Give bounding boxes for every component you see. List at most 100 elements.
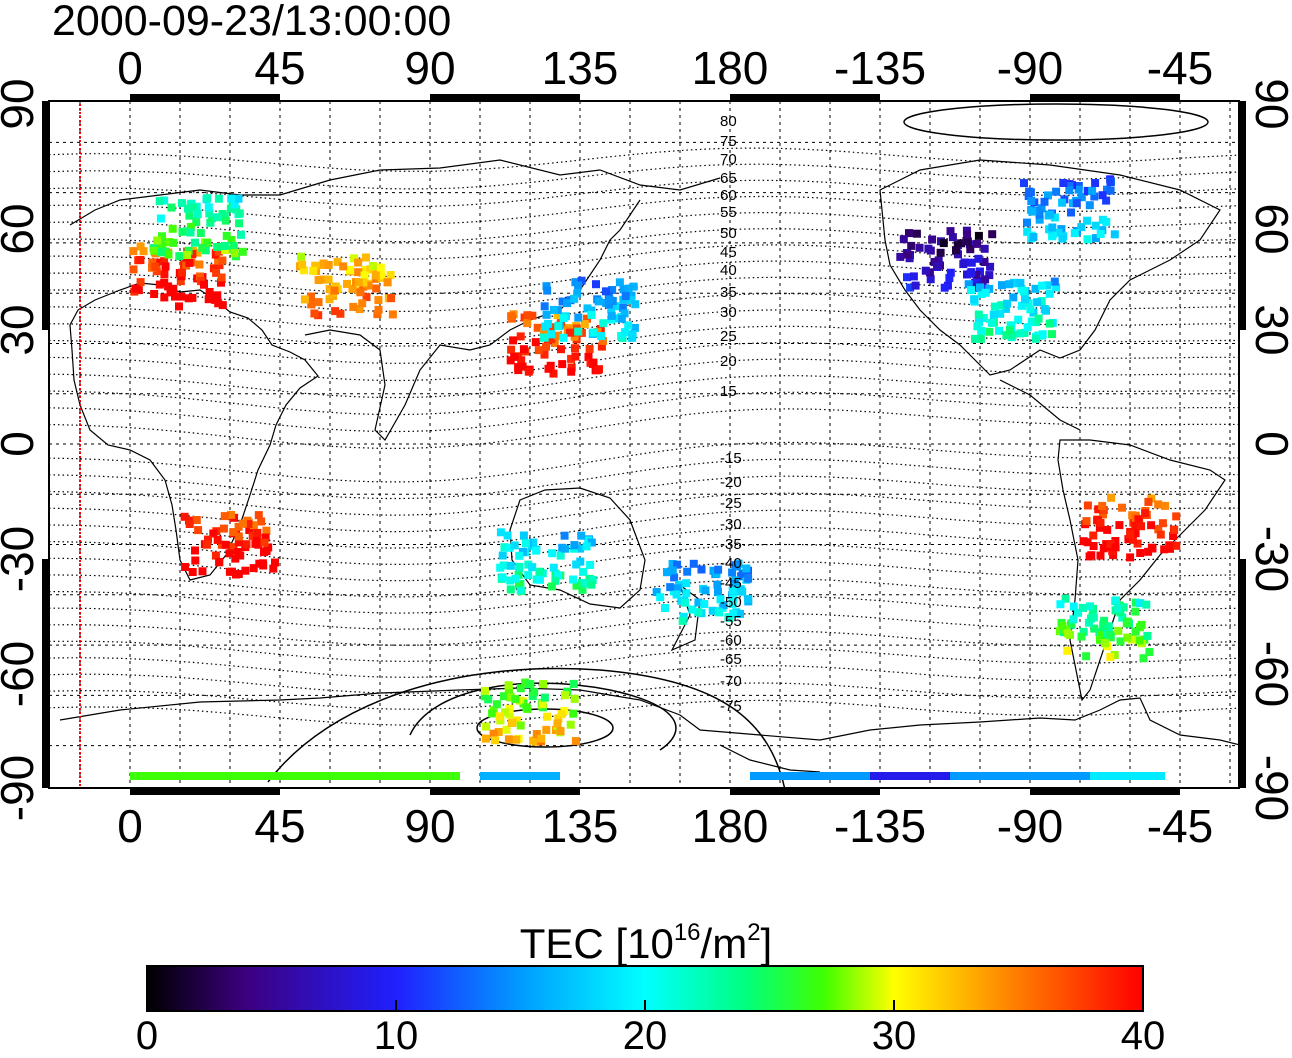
tec-point [946,268,955,277]
tec-point [489,729,498,738]
lon-tick-label: 90 [404,42,455,94]
tec-point [578,585,587,594]
tec-point [227,236,236,244]
tec-point [744,595,753,604]
tec-point [933,262,942,271]
lon-tick-label: 0 [117,800,143,852]
tec-point [480,772,560,780]
tec-point [1107,493,1116,502]
tec-point [712,569,721,578]
tec-point [670,573,679,582]
tec-point [967,286,975,295]
tec-point [519,531,528,540]
tec-point [136,256,145,264]
tec-point [576,557,585,566]
tec-point [1154,500,1163,509]
tec-point [985,327,994,336]
tec-point [495,712,504,721]
tec-point [959,260,968,269]
tec-point [376,271,385,280]
tec-point [1027,197,1036,205]
lon-tick-label: 135 [542,800,619,852]
tec-point [482,722,491,731]
tec-point [504,681,513,690]
tec-point [213,243,222,251]
tec-point [234,570,243,578]
tec-point [538,700,547,709]
tec-point [996,309,1005,318]
tec-point [1016,329,1025,338]
tec-point [995,326,1003,335]
tec-point [242,540,251,549]
tec-point [679,612,688,621]
tec-point [211,295,220,304]
tec-point [1090,772,1165,780]
lat-tick-label: 90 [0,78,43,129]
tec-point [360,271,369,280]
tec-point [1116,637,1125,646]
tec-point [668,566,677,575]
tec-point [1083,216,1092,225]
tec-point [494,728,503,736]
colorbar-label: TEC [1016/m2] [519,919,773,967]
tec-point [569,709,578,718]
tec-point [517,356,526,365]
contour-label: -70 [720,673,742,690]
tec-point [245,526,254,534]
tec-point [921,266,930,275]
lon-tick-label: 180 [692,800,769,852]
tec-point [364,281,373,290]
tec-point [945,274,954,283]
tec-point [1112,596,1120,605]
tec-point [511,695,520,704]
tec-point [980,258,989,266]
tec-point [518,362,527,371]
tec-point [221,216,230,225]
tec-point [540,350,549,359]
tec-point [1058,234,1067,243]
tec-point [300,266,309,275]
tec-point [563,299,572,308]
tec-point [963,237,972,246]
tec-point [554,322,563,331]
tec-point [599,319,608,328]
tec-point [203,238,212,247]
tec-point [1091,234,1100,243]
tec-point [1096,551,1105,560]
tec-point [505,543,514,552]
tec-point [1145,648,1154,656]
tec-point [1137,620,1146,629]
tec-point [1101,639,1109,648]
tec-point [580,320,589,329]
tec-point [583,304,592,313]
tec-point [903,273,911,282]
tec-point [1141,509,1150,518]
tec-point [203,540,211,549]
lon-ticks-bottom: 0 45 90 135 180 -135 -90 -45 [117,800,1213,852]
tec-point [1090,624,1099,633]
tec-point [549,369,558,378]
tec-point [561,691,569,700]
tec-point [539,327,548,336]
tec-point [628,330,637,339]
tec-point [909,272,918,281]
colorbar-tick-label: 40 [1120,1014,1166,1058]
tec-point [556,727,565,736]
tec-point [1038,330,1047,339]
lat-tick-label: -90 [1246,755,1292,821]
tec-point [540,302,549,311]
tec-point [976,283,984,292]
tec-point [1056,600,1065,609]
tec-point [526,680,535,689]
tec-point [1014,315,1023,324]
tec-point [532,730,541,738]
tec-point [205,288,214,296]
tec-point [1111,537,1120,545]
tec-point [515,562,524,571]
tec-point [981,275,990,284]
tec-point [198,243,207,252]
tec-point [180,512,189,521]
tec-point [229,241,238,250]
tec-point [903,250,912,259]
